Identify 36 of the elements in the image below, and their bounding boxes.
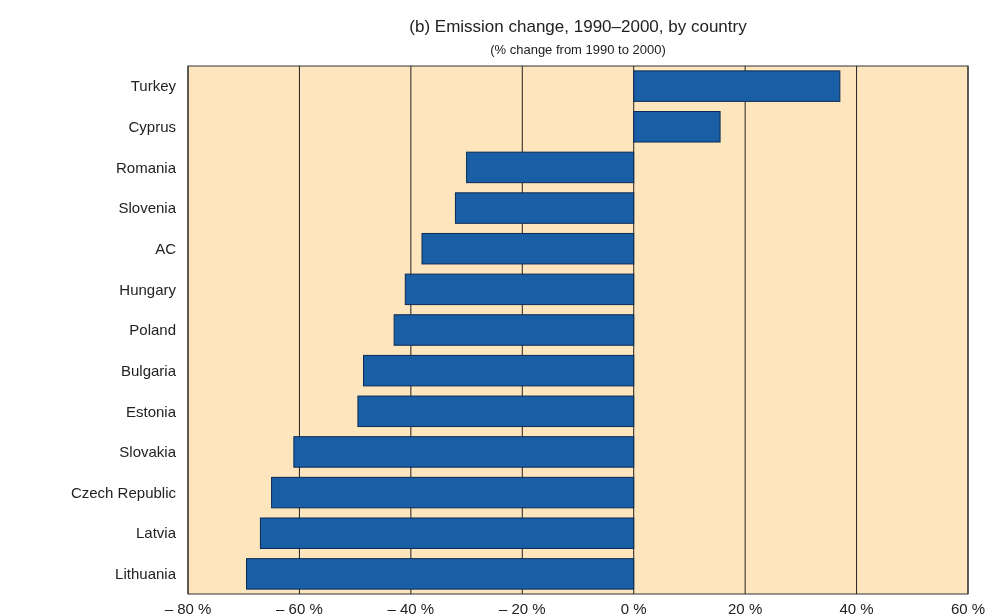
bar bbox=[393, 314, 635, 346]
y-tick-label: Romania bbox=[115, 158, 177, 176]
chart-subtitle: (% change from 1990 to 2000) bbox=[490, 42, 666, 57]
bar bbox=[633, 111, 721, 143]
y-tick-label: Bulgaria bbox=[120, 361, 177, 379]
y-tick-label: AC bbox=[155, 239, 177, 257]
x-tick-label: 20 % bbox=[728, 600, 763, 616]
x-tick-label: – 40 % bbox=[387, 600, 435, 616]
y-tick-label: Slovakia bbox=[119, 443, 177, 461]
bar bbox=[357, 395, 635, 428]
bar bbox=[259, 517, 635, 549]
x-tick-label: – 60 % bbox=[276, 600, 323, 616]
bar bbox=[633, 70, 841, 102]
chart-title: (b) Emission change, 1990–2000, by country bbox=[409, 17, 748, 36]
y-tick-label: Lithuania bbox=[115, 565, 177, 583]
bar bbox=[363, 354, 635, 387]
x-tick-label: 40 % bbox=[839, 600, 874, 616]
y-tick-label: Cyprus bbox=[128, 118, 176, 136]
y-tick-label: Czech Republic bbox=[70, 483, 177, 501]
bar bbox=[293, 436, 635, 468]
y-tick-label: Estonia bbox=[125, 402, 177, 420]
x-tick-label: – 20 % bbox=[498, 600, 546, 616]
y-tick-label: Hungary bbox=[119, 280, 177, 298]
x-tick-label: 60 % bbox=[950, 600, 986, 616]
bar bbox=[246, 558, 635, 590]
bar bbox=[271, 476, 635, 509]
y-tick-label: Poland bbox=[129, 321, 176, 339]
y-tick-label: Turkey bbox=[130, 77, 177, 95]
x-tick-label: 0 % bbox=[620, 600, 647, 616]
bar bbox=[404, 273, 635, 306]
bar bbox=[421, 232, 635, 265]
bar bbox=[454, 192, 635, 224]
y-tick-label: Slovenia bbox=[118, 199, 177, 217]
x-tick-label: – 80 % bbox=[164, 600, 212, 616]
y-tick-label: Latvia bbox=[135, 524, 177, 542]
bar bbox=[466, 151, 635, 184]
